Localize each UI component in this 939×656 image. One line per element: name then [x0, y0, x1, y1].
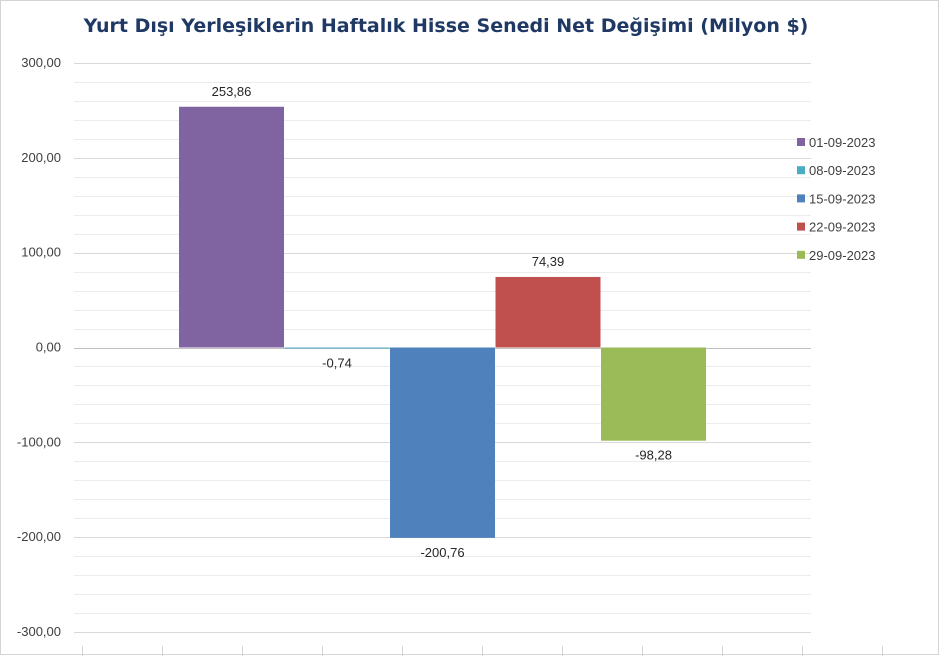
- legend-swatch: [797, 166, 805, 174]
- data-label: -98,28: [635, 448, 672, 463]
- legend: 01-09-2023 08-09-2023 15-09-2023 22-09-2023…: [797, 135, 876, 263]
- bar: [390, 348, 495, 538]
- legend-label: 29-09-2023: [809, 248, 876, 263]
- data-label: 253,86: [212, 84, 252, 99]
- legend-swatch: [797, 223, 805, 231]
- legend-swatch: [797, 251, 805, 259]
- y-tick-label: -200,00: [17, 529, 61, 544]
- y-tick-label: 100,00: [21, 245, 61, 260]
- bars: [179, 107, 706, 538]
- y-tick-label: 200,00: [21, 150, 61, 165]
- y-tick-label: 300,00: [21, 55, 61, 70]
- y-tick-label: -100,00: [17, 434, 61, 449]
- bar: [496, 277, 601, 348]
- legend-swatch: [797, 138, 805, 146]
- legend-label: 15-09-2023: [809, 191, 876, 206]
- y-axis-ticks: 300,00 200,00 100,00 0,00 -100,00 -200,00 -300…: [17, 55, 61, 639]
- legend-label: 08-09-2023: [809, 163, 876, 178]
- legend-label: 22-09-2023: [809, 220, 876, 235]
- y-tick-label: 0,00: [36, 340, 61, 355]
- bar: [601, 348, 706, 441]
- legend-swatch: [797, 194, 805, 202]
- data-label: -200,76: [420, 545, 464, 560]
- data-label: -0,74: [322, 356, 352, 371]
- y-tick-label: -300,00: [17, 624, 61, 639]
- bar: [179, 107, 284, 348]
- legend-label: 01-09-2023: [809, 135, 876, 150]
- bar: [285, 348, 390, 349]
- data-label: 74,39: [532, 254, 565, 269]
